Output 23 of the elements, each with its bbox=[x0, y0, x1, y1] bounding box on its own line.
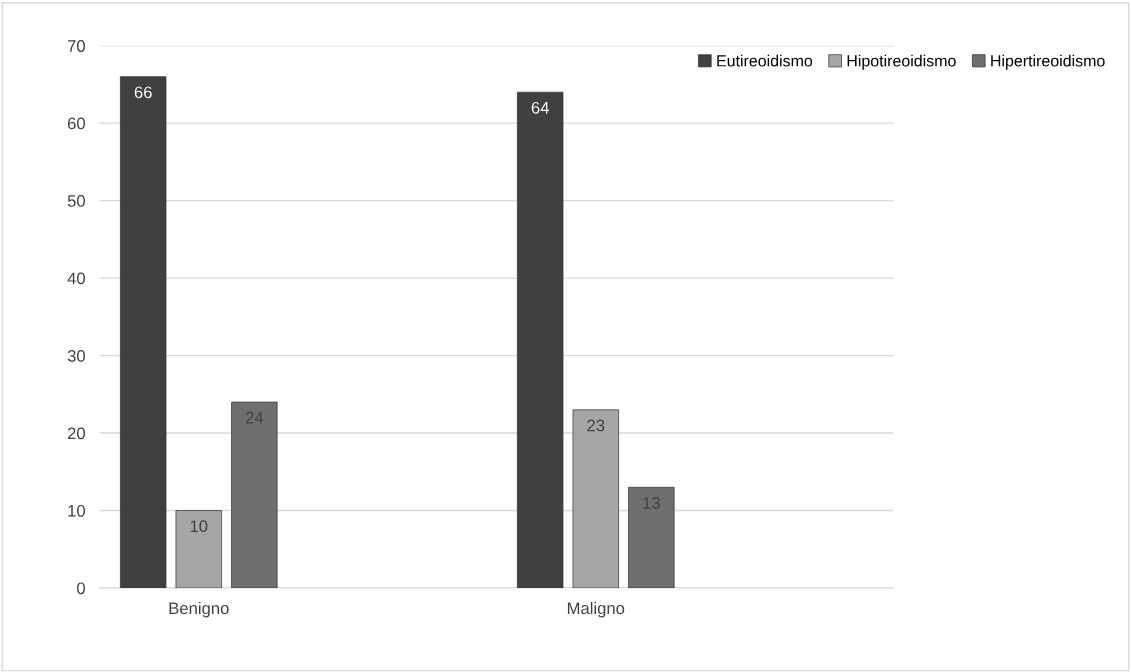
y-tick-label: 30 bbox=[67, 349, 85, 362]
y-tick-label: 20 bbox=[67, 427, 85, 440]
legend-label: Hipertireoidismo bbox=[991, 54, 1105, 70]
bar bbox=[572, 409, 619, 588]
y-tick-label: 40 bbox=[67, 272, 85, 285]
bar bbox=[175, 510, 222, 588]
y-tick-label: 10 bbox=[68, 504, 85, 517]
y-tick-label: 0 bbox=[77, 582, 85, 595]
legend-label: Eutireoidismo bbox=[717, 54, 813, 67]
bar bbox=[231, 401, 278, 588]
legend-label: Hipotireoidismo bbox=[847, 54, 956, 70]
y-tick-label: 70 bbox=[67, 40, 85, 52]
bar bbox=[628, 486, 675, 588]
x-tick-label: Maligno bbox=[567, 601, 625, 618]
y-tick-label: 50 bbox=[67, 195, 85, 207]
data-label: 23 bbox=[587, 419, 605, 432]
bar bbox=[517, 91, 564, 588]
data-label: 66 bbox=[134, 86, 152, 99]
y-tick-label: 60 bbox=[67, 117, 85, 130]
data-label: 64 bbox=[531, 101, 549, 114]
data-label: 10 bbox=[190, 520, 208, 533]
bar bbox=[120, 76, 167, 588]
x-tick-label: Benigno bbox=[169, 601, 229, 618]
